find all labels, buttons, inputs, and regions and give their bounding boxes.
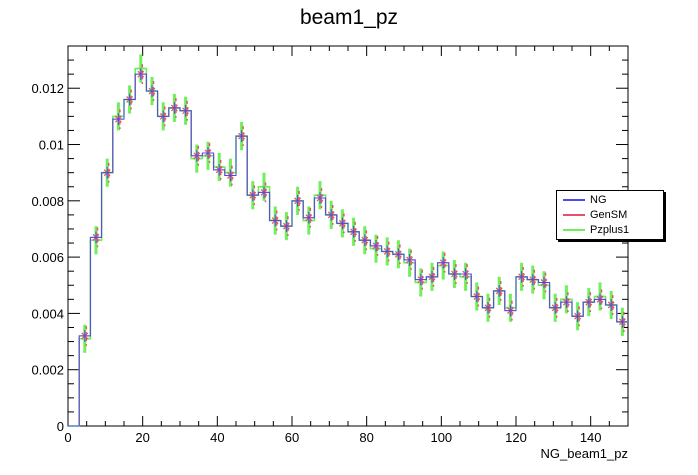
legend: NG GenSM Pzplus1 (556, 190, 664, 240)
y-tick-label: 0.004 (31, 306, 64, 321)
legend-entry-pzplus1: Pzplus1 (557, 223, 629, 237)
series-layer (68, 54, 628, 427)
y-tick-label: 0.012 (31, 81, 64, 96)
x-tick-label: 140 (580, 430, 602, 445)
x-tick-label: 20 (135, 430, 149, 445)
legend-swatch-gensm (563, 214, 585, 216)
x-axis-label: NG_beam1_pz (540, 446, 628, 461)
legend-entry-ng: NG (557, 193, 607, 207)
legend-label-ng: NG (590, 194, 607, 206)
legend-label-gensm: GenSM (590, 209, 628, 221)
series-ng (68, 68, 628, 427)
chart-title: beam1_pz (299, 6, 399, 29)
x-tick-label: 80 (359, 430, 373, 445)
series-step-line (68, 73, 628, 427)
y-tick-label: 0 (57, 419, 64, 434)
y-tick-label: 0.002 (31, 363, 64, 378)
x-tick-label: 0 (64, 430, 71, 445)
y-tick-label: 0.01 (39, 138, 64, 153)
x-tick-label: 120 (505, 430, 527, 445)
tick-labels: 0 20 40 60 80 100 120 140 0 0.002 0.004 0.006 0.008 0… (31, 81, 601, 445)
y-tick-label: 0.008 (31, 194, 64, 209)
x-tick-label: 100 (430, 430, 452, 445)
x-tick-label: 40 (210, 430, 224, 445)
legend-swatch-pzplus1 (563, 229, 585, 231)
series-gensm (68, 64, 628, 427)
legend-entry-gensm: GenSM (557, 208, 627, 222)
series-step-line (68, 67, 628, 427)
legend-label-pzplus1: Pzplus1 (590, 224, 630, 236)
x-tick-label: 60 (285, 430, 299, 445)
series-pzplus1 (68, 54, 628, 427)
legend-swatch-ng (563, 199, 585, 201)
y-tick-label: 0.006 (31, 250, 64, 265)
series-step-line (68, 73, 628, 427)
